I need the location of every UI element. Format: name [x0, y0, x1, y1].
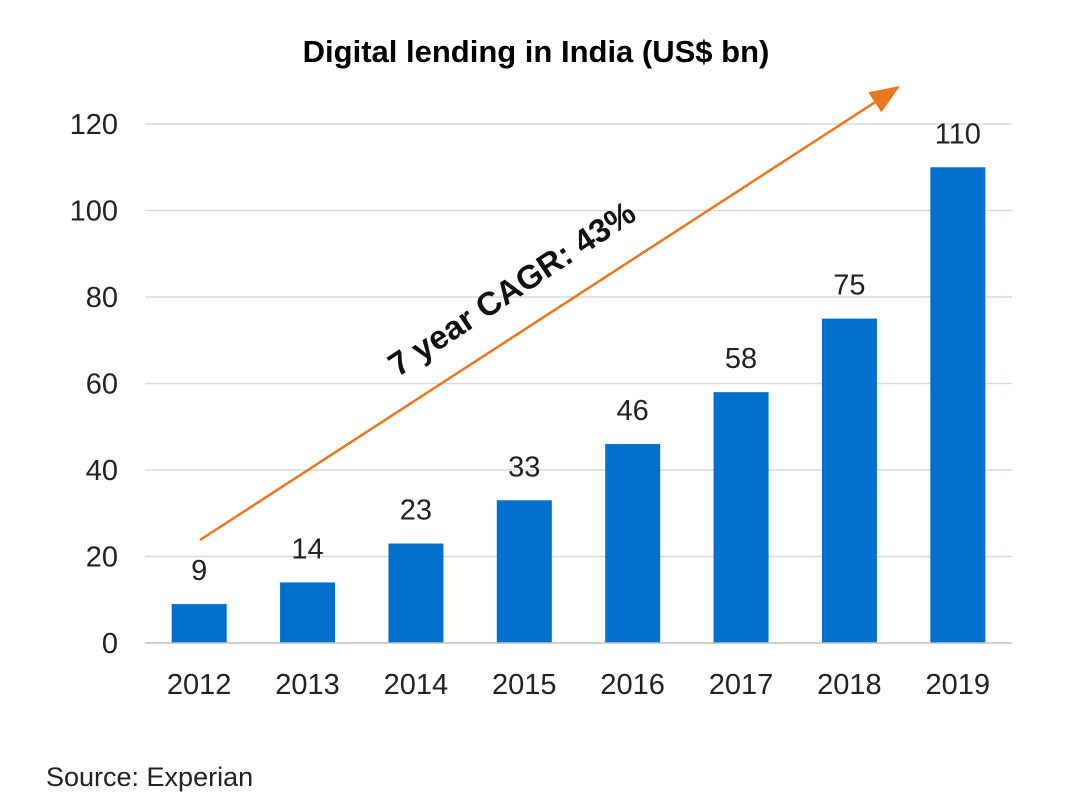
x-tick-label: 2019: [926, 669, 991, 701]
arrow-head: [868, 86, 900, 113]
data-label: 9: [191, 555, 207, 587]
x-tick-label: 2018: [817, 669, 882, 701]
chart-title: Digital lending in India (US$ bn): [303, 34, 770, 69]
y-tick-label: 20: [86, 542, 118, 574]
arrow-shaft: [199, 101, 876, 542]
bar-2014: [388, 543, 444, 643]
data-label: 58: [725, 343, 757, 375]
x-tick-label: 2013: [275, 669, 340, 701]
source-note: Source: Experian: [46, 762, 253, 792]
data-label: 33: [508, 451, 540, 483]
y-tick-label: 60: [86, 369, 118, 401]
cagr-arrow: [199, 86, 900, 542]
x-axis-ticks: 2012 2013 2014 2015 2016 2017 2018 2019: [167, 669, 990, 701]
x-tick-label: 2015: [492, 669, 557, 701]
data-label: 75: [833, 270, 865, 302]
x-tick-label: 2016: [600, 669, 665, 701]
y-tick-label: 40: [86, 455, 118, 487]
bar-2012: [171, 604, 227, 643]
x-tick-label: 2012: [167, 669, 232, 701]
y-tick-label: 80: [86, 282, 118, 314]
x-tick-label: 2014: [384, 669, 449, 701]
bar-2013: [280, 582, 336, 643]
data-label: 23: [400, 495, 432, 527]
y-tick-label: 0: [102, 628, 118, 660]
y-tick-label: 100: [70, 196, 118, 228]
bar-2016: [605, 444, 661, 643]
cagr-annotation: 7 year CAGR: 43%: [381, 194, 642, 384]
bar-2018: [821, 318, 877, 643]
data-label: 14: [291, 533, 323, 565]
data-label: 46: [617, 395, 649, 427]
bar-2015: [496, 500, 552, 643]
bars: [171, 167, 986, 643]
y-tick-label: 120: [70, 109, 118, 141]
data-labels: 9 14 23 33 46 58 75 110: [191, 118, 981, 587]
y-axis-ticks: 0 20 40 60 80 100 120: [70, 109, 118, 660]
bar-2019: [930, 167, 986, 643]
bar-2017: [713, 392, 769, 643]
x-tick-label: 2017: [709, 669, 774, 701]
data-label: 110: [935, 118, 981, 150]
